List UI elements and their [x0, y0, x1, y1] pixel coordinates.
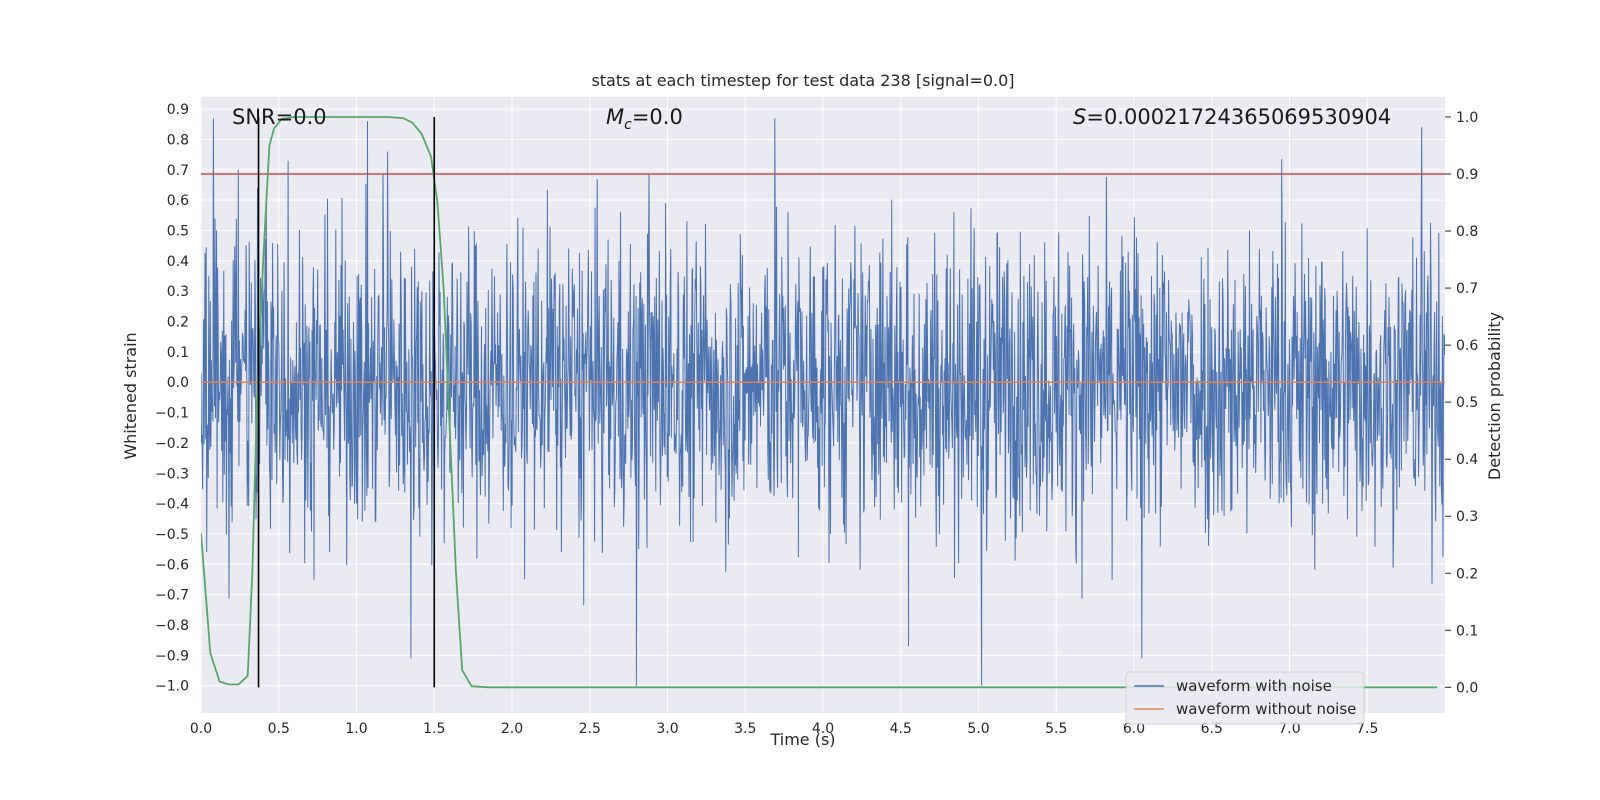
y-tick-label: −0.5: [155, 527, 189, 543]
series-line-waveform-with-noise: [201, 118, 1445, 686]
y-tick-label: −0.7: [155, 588, 189, 604]
y-tick-label: −0.1: [155, 406, 189, 422]
x-tick-label: 4.0: [812, 721, 834, 737]
y2-ticks: 1.0 0.9 0.8 0.7 0.6 0.5 0.4 0.3 0.2 0.1 0.0: [1445, 110, 1478, 696]
x-tick-label: 4.5: [890, 721, 912, 737]
y2-tick-label: 0.7: [1456, 281, 1478, 297]
x-tick-label: 3.0: [656, 721, 678, 737]
y-tick-label: 0.5: [167, 224, 189, 240]
y-tick-label: 0.2: [167, 315, 189, 331]
y2-tick-label: 0.9: [1456, 167, 1478, 183]
y-tick-label: −0.8: [155, 618, 189, 634]
y-tick-label: −0.2: [155, 436, 189, 452]
y-tick-label: 0.4: [167, 254, 189, 270]
y2-tick-label: 0.0: [1456, 680, 1478, 696]
s-symbol: S: [1073, 105, 1086, 129]
x-tick-label: 5.0: [967, 721, 989, 737]
y-tick-label: 0.8: [167, 132, 189, 148]
y2-tick-label: 0.3: [1456, 509, 1478, 525]
x-tick-label: 6.5: [1201, 721, 1223, 737]
y-axis-label: Whitened strain: [121, 332, 140, 459]
x-tick-label: 1.0: [345, 721, 367, 737]
y-tick-label: 0.1: [167, 345, 189, 361]
x-axis-label: Time (s): [769, 730, 835, 749]
x-tick-label: 7.5: [1356, 721, 1378, 737]
x-tick-label: 3.5: [734, 721, 756, 737]
legend-label-waveform-without-noise: waveform without noise: [1176, 700, 1356, 718]
legend-box: [1125, 671, 1365, 725]
y2-tick-label: 0.1: [1456, 623, 1478, 639]
x-ticks: 0.0 0.5 1.0 1.5 2.0 2.5 3.0 3.5 4.0 4.5 5.0 5.5 6.0 6…: [190, 721, 1379, 737]
y2-tick-label: 1.0: [1456, 110, 1478, 126]
x-tick-label: 2.0: [501, 721, 523, 737]
chart-title: stats at each timestep for test data 238…: [591, 71, 1014, 90]
y-tick-label: 0.7: [167, 163, 189, 179]
y2-tick-label: 0.6: [1456, 338, 1478, 354]
y2-tick-label: 0.2: [1456, 566, 1478, 582]
y-tick-label: −0.6: [155, 557, 189, 573]
x-tick-label: 5.5: [1045, 721, 1067, 737]
y-tick-label: −0.9: [155, 648, 189, 664]
noise-series: [201, 118, 1445, 686]
mc-value: =0.0: [632, 105, 683, 129]
legend-label-waveform-with-noise: waveform with noise: [1176, 677, 1332, 695]
series-line-detection-probability: [201, 116, 1438, 689]
s-value: =0.00021724365069530904: [1086, 105, 1391, 129]
mc-subscript: c: [624, 117, 632, 133]
y2-tick-label: 0.4: [1456, 452, 1478, 468]
y-tick-label: 0.9: [167, 102, 189, 118]
legend: waveform with noise waveform without noi…: [1125, 671, 1365, 725]
mc-symbol: M: [606, 105, 624, 129]
snr-annotation: SNR=0.0: [232, 105, 327, 129]
y-ticks: 0.9 0.8 0.7 0.6 0.5 0.4 0.3 0.2 0.1 0.0 −0.1 −0.2 −0…: [155, 102, 189, 695]
mc-annotation: Mc=0.0: [606, 105, 683, 133]
x-tick-label: 0.5: [268, 721, 290, 737]
y-tick-label: −0.3: [155, 466, 189, 482]
x-tick-label: 6.0: [1123, 721, 1145, 737]
y-tick-label: −1.0: [155, 679, 189, 695]
y-tick-label: 0.6: [167, 193, 189, 209]
x-tick-label: 0.0: [190, 721, 212, 737]
x-tick-label: 7.0: [1278, 721, 1300, 737]
y-tick-label: −0.4: [155, 497, 189, 513]
s-annotation: S=0.00021724365069530904: [1073, 105, 1391, 129]
x-tick-label: 2.5: [579, 721, 601, 737]
y-tick-label: 0.0: [167, 375, 189, 391]
y-tick-label: 0.3: [167, 284, 189, 300]
y2-tick-label: 0.8: [1456, 224, 1478, 240]
x-tick-label: 1.5: [423, 721, 445, 737]
y2-tick-label: 0.5: [1456, 395, 1478, 411]
y2-axis-label: Detection probability: [1485, 312, 1504, 480]
